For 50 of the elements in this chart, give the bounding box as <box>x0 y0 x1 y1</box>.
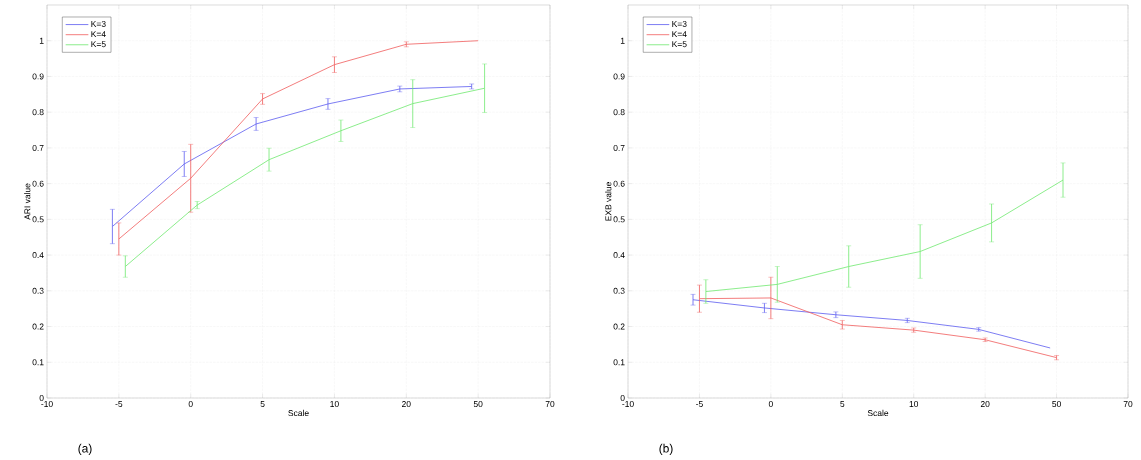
x-tick-label: 70 <box>1123 401 1133 408</box>
y-tick-label: 0.2 <box>32 323 44 330</box>
legend-label: K=5 <box>91 41 106 48</box>
x-tick-label: 10 <box>909 401 919 408</box>
y-tick-label: 0.3 <box>613 287 625 294</box>
x-tick-label: 20 <box>402 401 411 408</box>
y-tick-label: 1 <box>620 37 625 44</box>
y-tick-label: 0.6 <box>32 180 44 187</box>
x-tick-label: 0 <box>188 401 193 408</box>
x-tick-label: -10 <box>622 401 634 408</box>
x-tick-label: 20 <box>980 401 990 408</box>
text: (b) <box>659 443 673 455</box>
y-tick-label: 0.2 <box>613 323 625 330</box>
y-tick-label: 0.6 <box>613 180 625 187</box>
y-tick-label: 0.7 <box>32 144 44 151</box>
x-axis-title: Scale <box>867 409 889 417</box>
y-tick-label: 1 <box>39 37 44 44</box>
y-tick-label: 0.1 <box>613 359 625 366</box>
x-tick-label: 50 <box>473 401 483 408</box>
x-tick-label: -10 <box>41 401 53 408</box>
x-tick-label: 5 <box>260 401 265 407</box>
y-tick-label: 0 <box>39 395 44 401</box>
x-tick-label: 70 <box>545 401 555 408</box>
legend-label: K=4 <box>672 31 687 37</box>
y-tick-label: 0.1 <box>32 359 44 366</box>
y-tick-label: 0.3 <box>32 287 44 294</box>
y-tick-label: 0.8 <box>613 109 625 116</box>
x-tick-label: 5 <box>840 401 845 407</box>
y-axis-title: ARI value <box>24 183 31 220</box>
y-axis-title: EXB value <box>605 182 612 221</box>
legend-label: K=3 <box>91 20 106 27</box>
x-tick-label: 50 <box>1052 401 1061 408</box>
y-tick-label: 0.4 <box>613 252 625 259</box>
y-tick-label: 0.9 <box>613 73 625 80</box>
y-tick-label: 0.7 <box>613 144 625 151</box>
legend-label: K=4 <box>91 31 106 37</box>
y-tick-label: 0.9 <box>32 73 44 80</box>
x-tick-label: -5 <box>115 401 123 407</box>
x-tick-label: -5 <box>696 401 703 407</box>
y-tick-label: 0.8 <box>32 109 44 116</box>
x-axis-title: Scale <box>288 409 309 417</box>
x-tick-label: 0 <box>768 401 773 408</box>
x-tick-label: 10 <box>330 401 339 408</box>
y-tick-label: 0.4 <box>32 252 44 259</box>
legend-label: K=5 <box>672 41 687 48</box>
legend-label: K=3 <box>672 20 687 27</box>
y-tick-label: 0 <box>620 395 625 401</box>
y-tick-label: 0.5 <box>613 216 625 223</box>
y-tick-label: 0.5 <box>32 216 44 223</box>
text: (a) <box>78 443 92 455</box>
